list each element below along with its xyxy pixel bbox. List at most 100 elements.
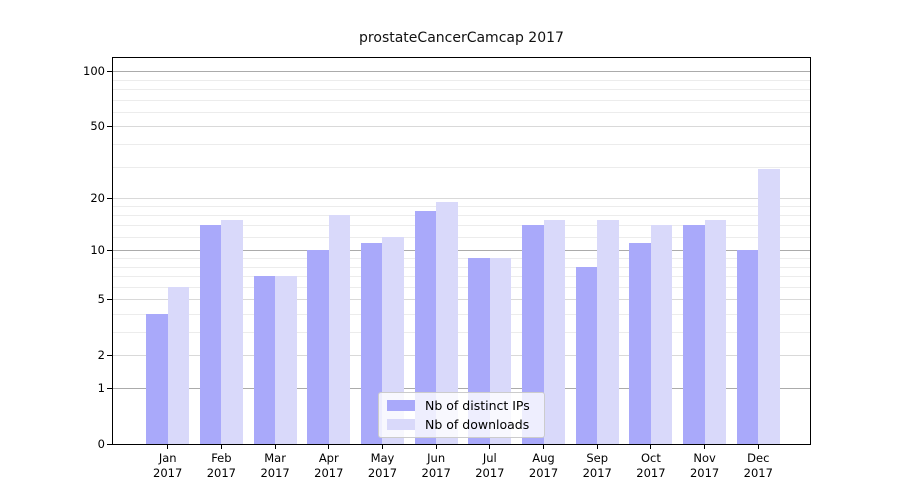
x-tick-label: Nov 2017 [675,451,735,481]
y-tick-mark [107,299,112,301]
x-label-month: Mar [264,451,286,465]
spine-top [112,57,811,58]
x-tick-label: Sep 2017 [567,451,627,481]
x-tick-label: Feb 2017 [191,451,251,481]
y-tick-mark [107,444,112,445]
gridline-20 [113,198,810,200]
x-label-year: 2017 [153,466,183,480]
y-tick-mark [107,355,112,357]
gridline-50 [113,126,810,128]
minor-gridline [113,144,810,146]
bar-sep-downloads [597,220,619,444]
y-tick-mark [107,388,112,390]
spine-bottom [112,444,811,445]
x-tick-mark [381,445,383,449]
minor-gridline [113,79,810,81]
bar-apr-distinct-ips [307,250,329,444]
x-label-year: 2017 [475,466,505,480]
minor-gridline [113,258,810,260]
x-label-month: Jul [482,451,497,465]
minor-gridline [113,99,810,101]
x-label-month: Apr [318,451,339,465]
gridline-5 [113,299,810,301]
bar-mar-downloads [275,276,297,444]
x-tick-label: Jul 2017 [460,451,520,481]
legend-swatch-distinct-ips [387,400,415,411]
y-tick-label: 0 [97,437,105,451]
gridline-1 [113,388,810,390]
bar-dec-distinct-ips [736,250,759,444]
x-label-year: 2017 [314,466,344,480]
legend-swatch-downloads [387,419,415,430]
minor-gridline [113,314,810,315]
x-tick-label: May 2017 [352,451,412,481]
minor-gridline [113,215,810,217]
bar-jun-distinct-ips [414,210,437,444]
bar-jun-downloads [436,202,458,444]
x-label-month: Jun [427,451,446,465]
x-label-month: Sep [586,451,609,465]
minor-gridline [113,206,810,208]
chart-title: prostateCancerCamcap 2017 [359,30,564,46]
minor-gridline [113,225,810,227]
gridline-10 [113,250,810,252]
x-tick-mark [167,445,169,449]
minor-gridline [113,276,810,278]
bar-feb-downloads [221,220,243,444]
x-tick-label: Mar 2017 [245,451,305,481]
minor-gridline [113,89,810,91]
minor-gridline [113,286,810,288]
y-tick-label: 100 [83,64,105,79]
legend-label-downloads: Nb of downloads [425,417,530,432]
legend-label-distinct-ips: Nb of distinct IPs [425,398,530,413]
bar-feb-distinct-ips [199,225,222,444]
x-tick-mark [596,445,598,449]
gridline-100 [113,71,810,73]
x-tick-label: Jun 2017 [406,451,466,481]
y-tick-label: 1 [97,381,105,396]
x-tick-mark [328,445,330,449]
y-tick-mark [107,71,112,73]
bar-sep-distinct-ips [575,266,598,444]
minor-gridline [113,266,810,268]
y-tick-label: 50 [90,119,105,134]
bar-oct-distinct-ips [629,243,651,444]
x-tick-label: Aug 2017 [514,451,574,481]
x-label-year: 2017 [582,466,612,480]
minor-gridline [113,332,810,334]
spine-left [112,57,113,445]
x-tick-mark [274,445,276,449]
x-label-year: 2017 [689,466,720,480]
bar-apr-downloads [328,215,351,444]
y-tick-label: 10 [90,243,105,258]
x-label-month: May [370,451,395,465]
x-tick-mark [220,445,222,449]
bar-mar-distinct-ips [253,276,276,444]
x-label-month: Dec [747,451,770,465]
x-label-month: Oct [640,451,661,465]
x-tick-mark [650,445,652,449]
bar-nov-distinct-ips [683,225,705,444]
bar-jan-downloads [167,286,190,444]
x-label-month: Feb [211,451,232,465]
bar-may-distinct-ips [360,243,383,444]
x-label-year: 2017 [528,466,559,480]
y-tick-mark [107,250,112,252]
bar-nov-downloads [704,220,727,444]
plot-area [113,58,810,444]
y-tick-mark [107,126,112,128]
spine-right [810,57,811,445]
x-label-month: Nov [693,451,716,465]
x-tick-label: Dec 2017 [728,451,788,481]
x-label-month: Aug [532,451,555,465]
bar-jan-distinct-ips [146,314,168,444]
x-tick-mark [435,445,437,449]
bar-aug-downloads [543,220,566,444]
x-label-year: 2017 [206,466,237,480]
x-label-year: 2017 [636,466,666,480]
legend-item-distinct-ips: Nb of distinct IPs [387,398,544,413]
legend-item-downloads: Nb of downloads [387,417,544,432]
x-tick-mark [489,445,491,449]
x-label-year: 2017 [367,466,398,480]
